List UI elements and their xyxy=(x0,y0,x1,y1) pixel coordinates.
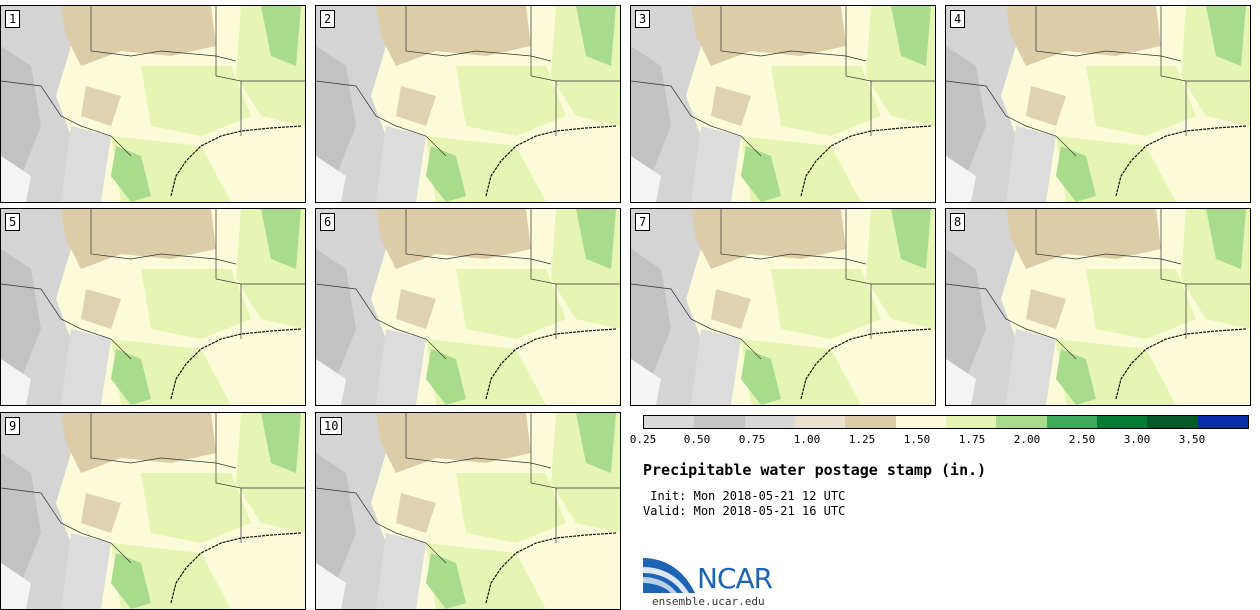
panel-number: 8 xyxy=(950,213,966,231)
panel-number: 9 xyxy=(5,417,21,435)
panel-number: 2 xyxy=(320,10,336,28)
colorbar-swatch xyxy=(744,416,795,428)
map-panel: 5 xyxy=(0,208,306,406)
colorbar-tick: 0.25 xyxy=(629,433,657,446)
precip-water-map xyxy=(1,413,305,609)
colorbar-tick: 1.75 xyxy=(958,433,986,446)
precip-water-map xyxy=(316,209,620,405)
map-panel: 10 xyxy=(315,412,621,610)
colorbar-swatch xyxy=(1096,416,1148,428)
colorbar-tick: 1.00 xyxy=(793,433,821,446)
colorbar-swatch xyxy=(895,416,946,428)
chart-title: Precipitable water postage stamp (in.) xyxy=(643,461,987,479)
website-link[interactable]: ensemble.ucar.edu xyxy=(652,595,765,608)
colorbar-swatch xyxy=(694,416,745,428)
colorbar-swatch xyxy=(945,416,997,428)
map-panel: 7 xyxy=(630,208,936,406)
init-label: Init: xyxy=(643,489,687,503)
init-value: Mon 2018-05-21 12 UTC xyxy=(693,489,846,503)
colorbar-tick: 3.50 xyxy=(1178,433,1206,446)
valid-time: Valid: Mon 2018-05-21 16 UTC xyxy=(643,504,845,518)
precip-water-map xyxy=(631,209,935,405)
panel-number: 3 xyxy=(635,10,651,28)
colorbar-tick: 2.50 xyxy=(1068,433,1096,446)
map-panel: 2 xyxy=(315,5,621,203)
precip-water-map xyxy=(1,6,305,202)
colorbar-tick: 3.00 xyxy=(1123,433,1151,446)
valid-value: Mon 2018-05-21 16 UTC xyxy=(693,504,846,518)
colorbar-tick: 0.50 xyxy=(683,433,711,446)
map-panel: 4 xyxy=(945,5,1251,203)
colorbar-tick: 1.50 xyxy=(903,433,931,446)
map-panel: 6 xyxy=(315,208,621,406)
precip-water-map xyxy=(316,6,620,202)
map-panel: 1 xyxy=(0,5,306,203)
colorbar-swatch xyxy=(1197,416,1248,428)
precip-water-map xyxy=(631,6,935,202)
precip-water-map xyxy=(946,6,1250,202)
colorbar-swatch xyxy=(1147,416,1198,428)
panel-number: 1 xyxy=(5,10,21,28)
colorbar-swatch xyxy=(845,416,896,428)
precip-water-map xyxy=(946,209,1250,405)
ncar-logo-icon xyxy=(643,558,695,593)
precip-water-map xyxy=(316,413,620,609)
colorbar-swatch xyxy=(794,416,846,428)
map-panel: 3 xyxy=(630,5,936,203)
colorbar-tick: 1.25 xyxy=(848,433,876,446)
map-panel: 8 xyxy=(945,208,1251,406)
panel-number: 10 xyxy=(320,417,343,435)
panel-number: 6 xyxy=(320,213,336,231)
ncar-logo-text: NCAR xyxy=(697,562,773,595)
colorbar-tick: 2.00 xyxy=(1013,433,1041,446)
precip-water-map xyxy=(1,209,305,405)
panel-number: 4 xyxy=(950,10,966,28)
colorbar-swatch xyxy=(644,416,695,428)
init-time: Init: Mon 2018-05-21 12 UTC xyxy=(643,489,845,503)
colorbar-swatch xyxy=(1046,416,1097,428)
panel-number: 5 xyxy=(5,213,21,231)
colorbar xyxy=(643,415,1249,429)
panel-number: 7 xyxy=(635,213,651,231)
valid-label: Valid: xyxy=(643,504,687,518)
map-panel: 9 xyxy=(0,412,306,610)
colorbar-tick: 0.75 xyxy=(738,433,766,446)
colorbar-swatch xyxy=(996,416,1047,428)
